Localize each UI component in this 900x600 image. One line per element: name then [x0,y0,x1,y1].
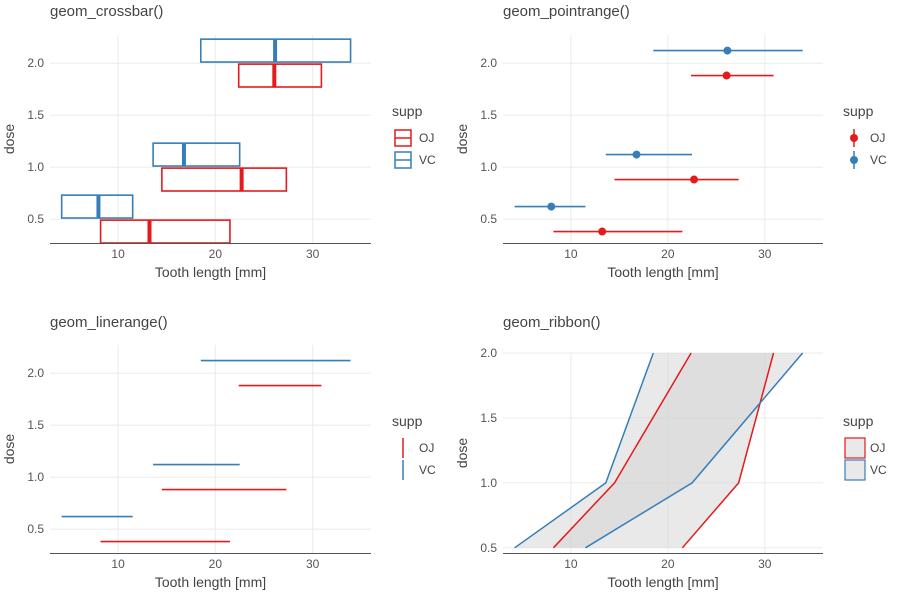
gridlines [50,35,371,243]
legend-title: supp [843,413,874,429]
y-axis-label: dose [454,438,470,469]
legend: supp OJ VC [843,103,887,169]
crossbar-box-oj [237,63,323,88]
y-tick-label: 2.0 [480,346,497,360]
x-tick-label: 30 [306,247,320,261]
x-tick-label: 20 [209,247,223,261]
gridlines [50,345,371,553]
panel-linerange: geom_linerange() 10 20 30 0.5 1.0 1.5 2.0 Tooth … [1,314,436,590]
x-tick-label: 20 [209,557,223,571]
y-tick-label: 1.0 [27,160,44,174]
legend-key-oj [850,134,858,142]
crossbar-box-vc [152,142,241,167]
legend-label-oj: OJ [870,441,885,455]
y-axis-label: dose [454,124,470,155]
panel-pointrange: geom_pointrange() 10 20 30 0.5 1.0 1.5 2.0 Tooth… [454,3,887,280]
panel-title: geom_ribbon() [503,314,601,331]
y-tick-label: 0.5 [480,212,497,226]
y-tick-label: 0.5 [27,522,44,536]
x-tick-label: 30 [306,557,320,571]
y-tick-label: 1.0 [480,476,497,490]
legend-title: supp [392,413,423,429]
x-axis-label: Tooth length [mm] [607,264,718,280]
panel-title: geom_linerange() [50,314,168,331]
legend: supp OJ VC [392,413,436,480]
y-axis-label: dose [1,124,17,155]
legend-label-oj: OJ [870,131,885,145]
x-tick-label: 20 [661,247,675,261]
pointrange-point-vc [632,150,641,159]
x-axis-label: Tooth length [mm] [155,264,266,280]
y-tick-label: 0.5 [480,541,497,555]
pointrange-point-oj [690,175,699,184]
crossbar-box-oj [99,219,231,244]
pointrange-point-oj [722,71,731,80]
panel-title: geom_pointrange() [503,3,630,20]
panel-title: geom_crossbar() [50,3,163,20]
x-tick-label: 30 [758,557,772,571]
pointrange-point-vc [723,46,732,55]
legend: supp OJ VC [843,413,887,481]
y-axis-label: dose [1,434,17,465]
legend-label-vc: VC [419,153,436,167]
ribbon-upper-line-oj [681,352,775,549]
ribbon-upper-line-vc [585,352,804,549]
y-tick-label: 2.0 [27,366,44,380]
x-tick-label: 10 [564,247,578,261]
x-tick-label: 10 [111,557,125,571]
legend-key-vc [844,459,866,481]
legend-key-oj [844,437,866,459]
legend-label-vc: VC [870,463,887,477]
legend-title: supp [392,103,423,119]
legend-title: supp [843,103,874,119]
legend: supp OJ VC [392,103,436,169]
legend-label-oj: OJ [419,131,434,145]
y-tick-label: 1.0 [480,160,497,174]
ribbon-lower-line-vc [514,352,655,549]
y-tick-label: 1.5 [27,108,44,122]
y-tick-label: 2.0 [480,56,497,70]
crossbar-box-oj [161,167,288,192]
pointrange-point-oj [598,227,607,236]
ribbon-fill-vc [514,353,803,548]
x-axis-label: Tooth length [mm] [607,574,718,590]
y-tick-label: 1.5 [480,108,497,122]
legend-key-vc [850,156,858,164]
legend-label-oj: OJ [419,441,434,455]
x-tick-label: 20 [661,557,675,571]
y-tick-label: 0.5 [27,212,44,226]
pointrange-point-vc [547,202,556,211]
x-tick-label: 10 [111,247,125,261]
ribbon-lower-line-oj [552,352,692,549]
x-tick-label: 10 [564,557,578,571]
y-tick-label: 1.5 [27,418,44,432]
panel-crossbar: geom_crossbar() 10 20 30 0.5 1.0 1.5 2.0 Tooth l… [1,3,436,280]
y-tick-label: 2.0 [27,56,44,70]
gridlines [503,35,823,243]
legend-label-vc: VC [870,153,887,167]
y-tick-label: 1.0 [27,470,44,484]
x-axis-label: Tooth length [mm] [155,574,266,590]
y-tick-label: 1.5 [480,411,497,425]
x-tick-label: 30 [758,247,772,261]
panel-ribbon: geom_ribbon() 10 20 30 0.5 1.0 1.5 2.0 Tooth len… [454,314,887,590]
legend-label-vc: VC [419,463,436,477]
